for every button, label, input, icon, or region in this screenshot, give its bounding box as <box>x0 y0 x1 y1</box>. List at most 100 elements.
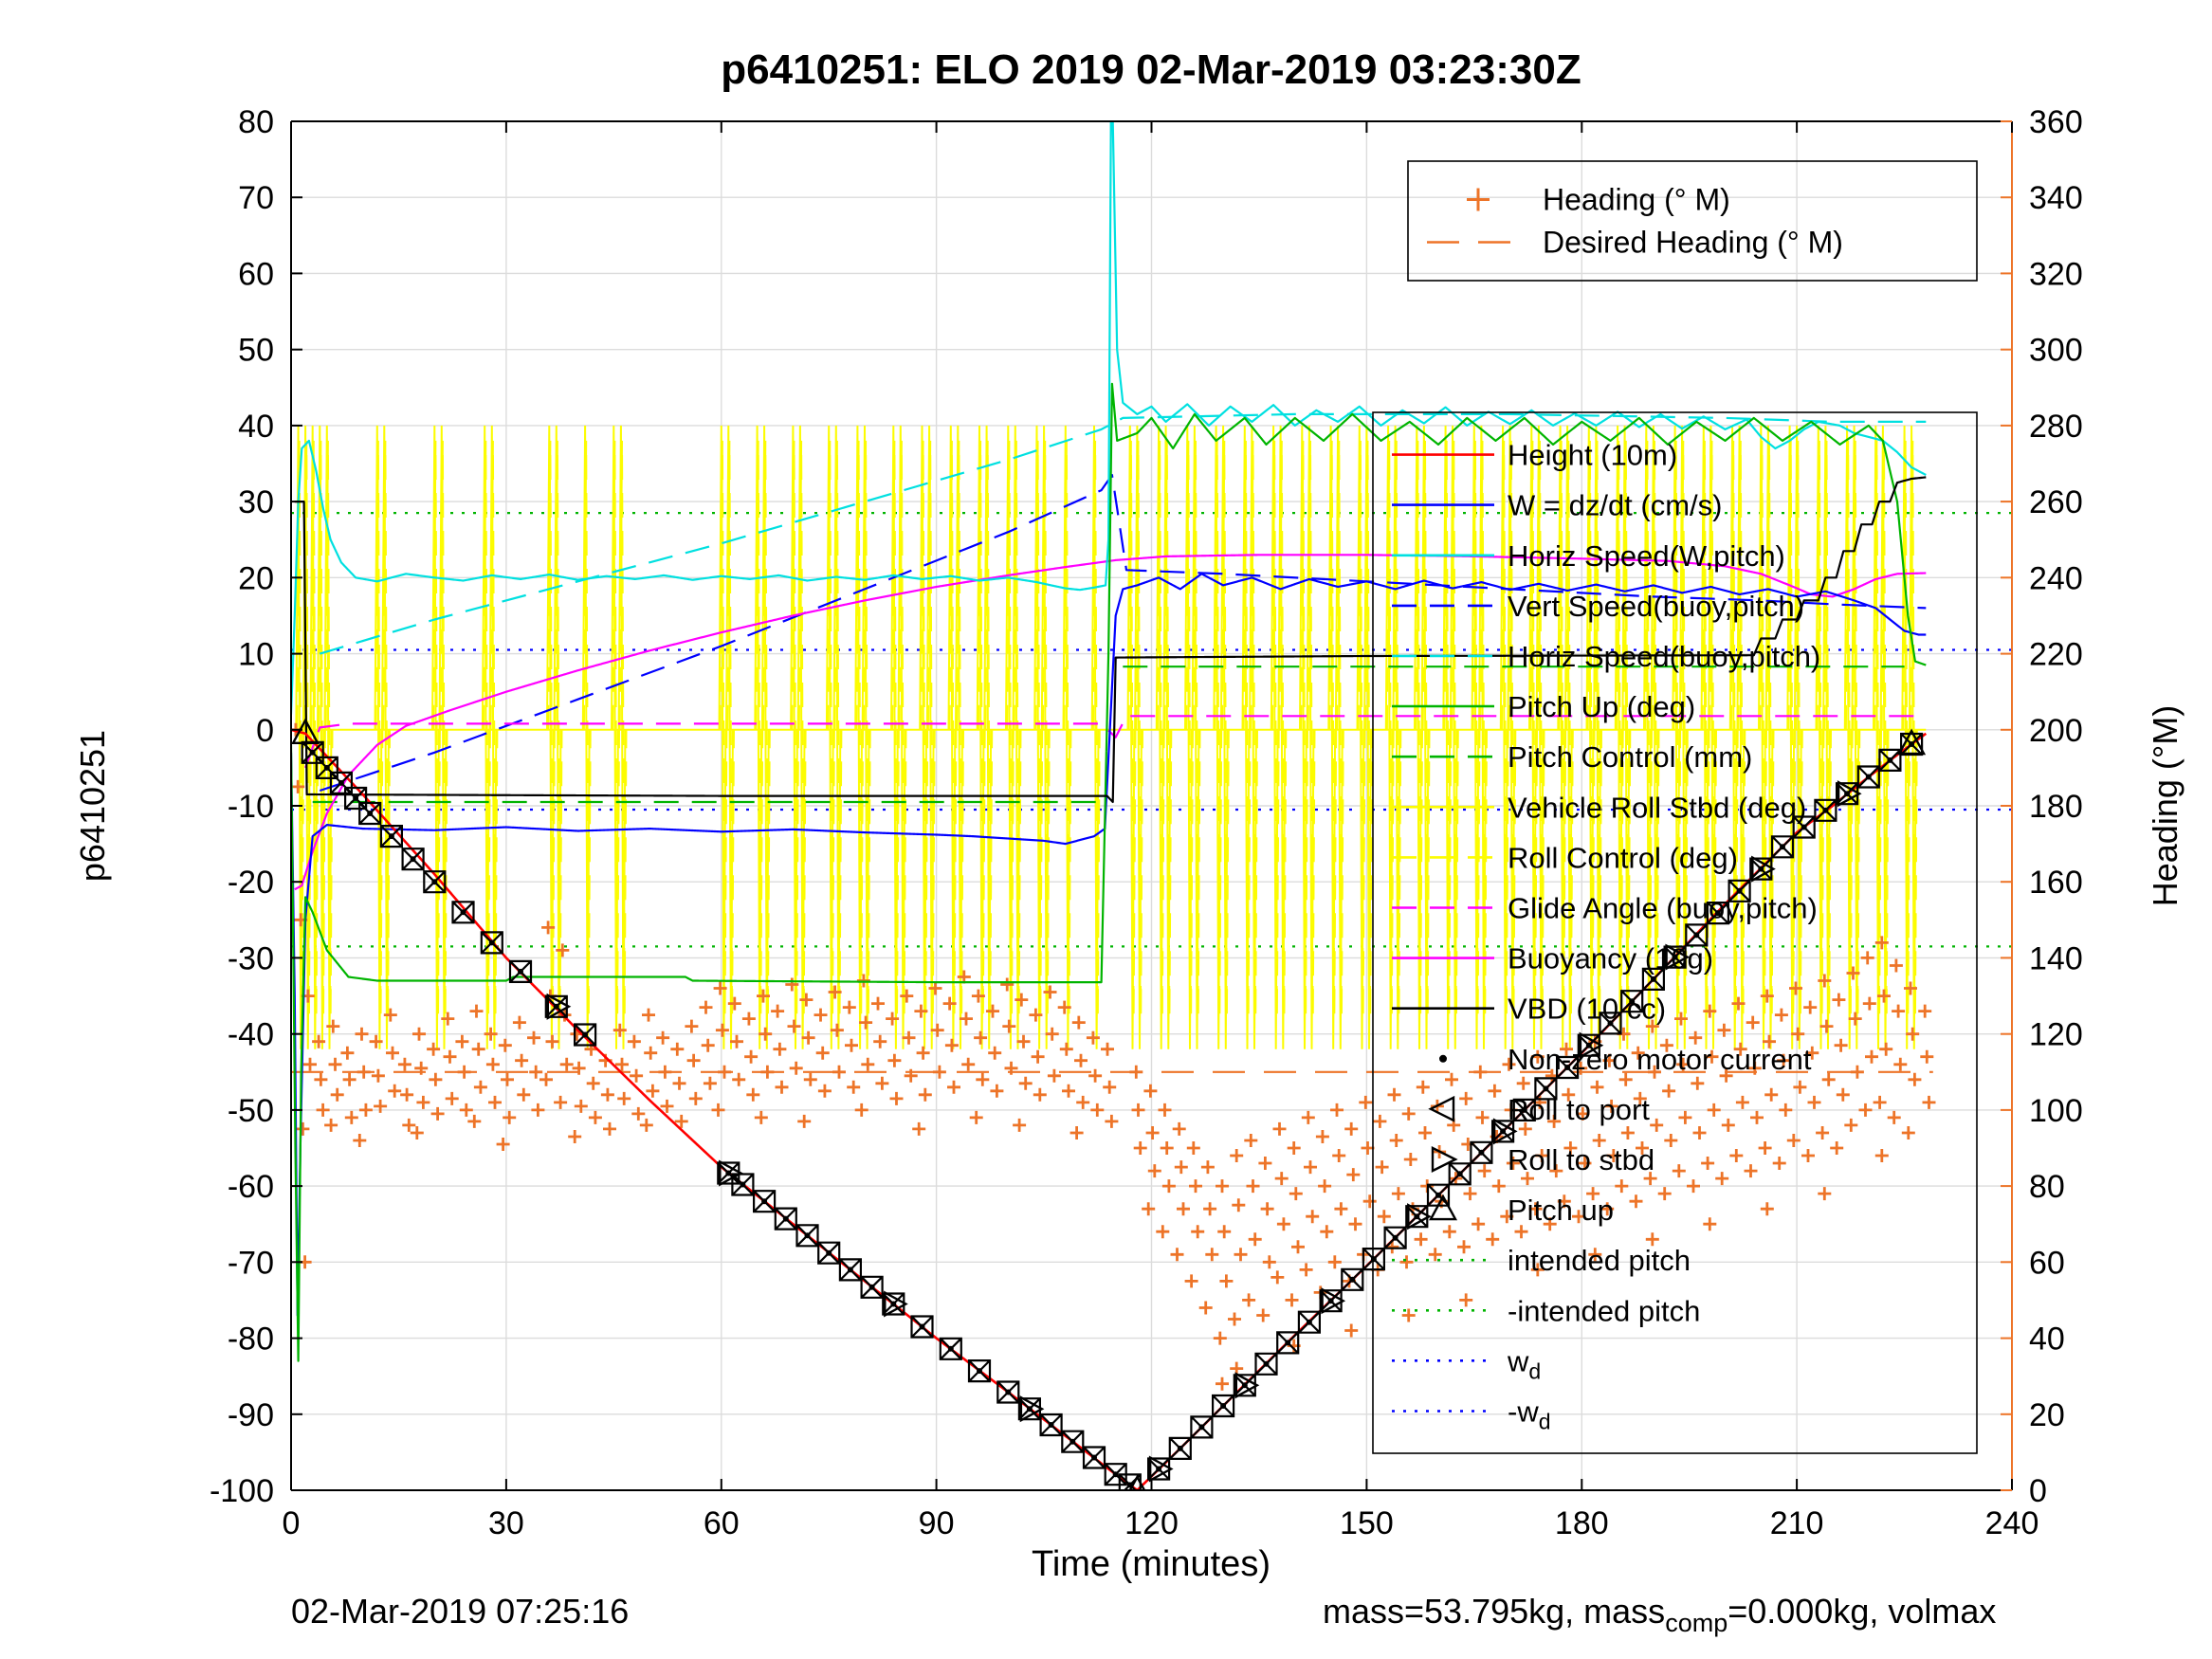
legend-item-label: Heading (° M) <box>1543 183 1730 217</box>
triangle-left-marker-icon <box>1428 1095 1455 1122</box>
legend-item-intended-pitch: -intended pitch <box>1392 1294 1700 1327</box>
legend-item-roll-to-stbd: Roll to stbd <box>1431 1143 1654 1176</box>
legend-item-label: Vert Speed(buoy,pitch) <box>1508 590 1804 623</box>
y-right-tick-label: 160 <box>2029 865 2083 901</box>
legend-item-label: Roll to stbd <box>1508 1143 1654 1176</box>
y-right-tick-label: 20 <box>2029 1397 2065 1433</box>
legend-item-label: -intended pitch <box>1508 1294 1700 1327</box>
series-glide-angle <box>304 715 1927 769</box>
y-left-tick-label: 40 <box>238 409 274 445</box>
legend-item-label: Horiz Speed(buoy,pitch) <box>1508 640 1820 673</box>
y-axis-label-left: p6410251 <box>73 730 112 882</box>
dive-event-markers <box>291 718 1927 1490</box>
legend-item-desired-heading-m: Desired Heading (° M) <box>1427 226 1843 260</box>
pitch-up-line <box>291 382 1927 1362</box>
series-w-dzdt <box>291 573 1927 1317</box>
x-tick-label: 90 <box>919 1505 955 1541</box>
footer-mass-info: mass=53.795kg, masscomp=0.000kg, volmax <box>1323 1592 1996 1637</box>
legend-item-label: Pitch Up (deg) <box>1508 690 1695 723</box>
legend-item-w-d: wd <box>1392 1344 1541 1383</box>
legend-item-w-d: -wd <box>1392 1395 1551 1434</box>
series-vbd <box>294 476 1927 804</box>
vert-speed-buoy-pitch-line <box>319 473 1927 793</box>
series-horiz-speed-buoy-pitch <box>319 412 1927 655</box>
legend-item-label: Roll to port <box>1508 1093 1650 1126</box>
roll-to-stbd-markers <box>546 780 1862 1483</box>
legend-item-glide-angle-buoy-pitch: Glide Angle (buoy,pitch) <box>1392 892 1818 925</box>
legend-item-label: Height (10m) <box>1508 439 1677 472</box>
y-left-tick-label: 80 <box>238 104 274 140</box>
legend-item-roll-to-port: Roll to port <box>1428 1093 1650 1126</box>
legend-item-pitch-up-deg: Pitch Up (deg) <box>1392 690 1695 723</box>
legend-item-vbd-10-cc: VBD (10 cc) <box>1392 993 1666 1026</box>
y-right-tick-label: 0 <box>2029 1473 2047 1509</box>
x-tick-label: 30 <box>488 1505 524 1541</box>
y-left-tick-label: 0 <box>256 713 274 749</box>
legend-item-label: Glide Angle (buoy,pitch) <box>1508 892 1818 925</box>
vbd-line <box>294 476 1927 804</box>
y-left-tick-label: -60 <box>228 1169 274 1205</box>
y-right-tick-label: 100 <box>2029 1093 2083 1129</box>
y-right-tick-label: 320 <box>2029 256 2083 292</box>
series-vert-speed-buoy-pitch <box>319 473 1927 793</box>
series-pitch-up <box>291 382 1927 1362</box>
y-axis-label-right: Heading (°M) <box>2146 705 2185 906</box>
legend-item-w-dz-dt-cm-s: W = dz/dt (cm/s) <box>1392 489 1723 522</box>
x-tick-label: 150 <box>1340 1505 1394 1541</box>
legend-item-height-10m: Height (10m) <box>1392 439 1677 472</box>
series-pitch-control <box>312 665 1905 804</box>
y-right-tick-label: 300 <box>2029 333 2083 369</box>
y-right-tick-label: 340 <box>2029 180 2083 216</box>
x-tick-label: 180 <box>1555 1505 1609 1541</box>
y-left-tick-label: 30 <box>238 484 274 520</box>
legend-item-label: Buoyancy (10g) <box>1508 942 1713 975</box>
legend-item-label: Horiz Speed(W,pitch) <box>1508 539 1785 573</box>
triangle-up-marker-icon <box>1428 1194 1458 1221</box>
horiz-speed-w-pitch-line <box>291 121 1927 715</box>
roll-event-square-markers <box>301 732 1924 1490</box>
dot-marker-icon <box>1439 1054 1447 1063</box>
glide-angle-line <box>304 715 1927 769</box>
pitch-up-markers <box>291 718 1927 1490</box>
y-right-tick-label: 180 <box>2029 789 2083 825</box>
y-left-tick-label: -20 <box>228 865 274 901</box>
y-left-tick-label: -90 <box>228 1397 274 1433</box>
y-left-tick-label: -30 <box>228 940 274 976</box>
y-right-tick-label: 140 <box>2029 940 2083 976</box>
y-right-tick-label: 40 <box>2029 1322 2065 1358</box>
y-left-tick-label: 60 <box>238 256 274 292</box>
footer-timestamp: 02-Mar-2019 07:25:16 <box>291 1592 629 1631</box>
y-right-tick-label: 280 <box>2029 409 2083 445</box>
y-right-tick-label: 260 <box>2029 484 2083 520</box>
legend-item-label: Desired Heading (° M) <box>1543 226 1843 260</box>
y-right-tick-label: 200 <box>2029 713 2083 749</box>
legend-item-vert-speed-buoy-pitch: Vert Speed(buoy,pitch) <box>1392 590 1804 623</box>
plot-data <box>291 121 2012 1490</box>
y-left-tick-label: -80 <box>228 1322 274 1358</box>
x-axis-tick-labels: 0 30 60 90 120 150 180 210 240 <box>283 1505 2039 1541</box>
legend-item-intended-pitch: intended pitch <box>1392 1244 1691 1277</box>
y-left-tick-label: 10 <box>238 637 274 673</box>
series-vehicle-roll-line <box>295 425 1917 1049</box>
legend-item-label: VBD (10 cc) <box>1508 993 1666 1026</box>
x-tick-label: 0 <box>283 1505 301 1541</box>
x-tick-label: 60 <box>704 1505 740 1541</box>
y-right-tick-label: 60 <box>2029 1245 2065 1281</box>
y-right-tick-label: 360 <box>2029 104 2083 140</box>
y-right-tick-label: 240 <box>2029 560 2083 596</box>
y-right-tick-label: 80 <box>2029 1169 2065 1205</box>
legend-item-label: W = dz/dt (cm/s) <box>1508 489 1723 522</box>
y-right-tick-label: 220 <box>2029 637 2083 673</box>
x-tick-label: 210 <box>1770 1505 1824 1541</box>
y-left-tick-label: 70 <box>238 180 274 216</box>
x-tick-label: 120 <box>1124 1505 1179 1541</box>
legend-item-label: Roll Control (deg) <box>1508 841 1738 874</box>
legend-item-buoyancy-10g: Buoyancy (10g) <box>1392 942 1713 975</box>
axes <box>290 120 2013 1491</box>
reference-lines <box>291 511 2012 1073</box>
plus-marker-icon <box>1467 188 1490 211</box>
legend-heading: Heading (° M) Desired Heading (° M) <box>1407 160 1978 282</box>
legend-item-pitch-control-mm: Pitch Control (mm) <box>1392 740 1752 774</box>
legend-item-label: Pitch Control (mm) <box>1508 740 1752 774</box>
